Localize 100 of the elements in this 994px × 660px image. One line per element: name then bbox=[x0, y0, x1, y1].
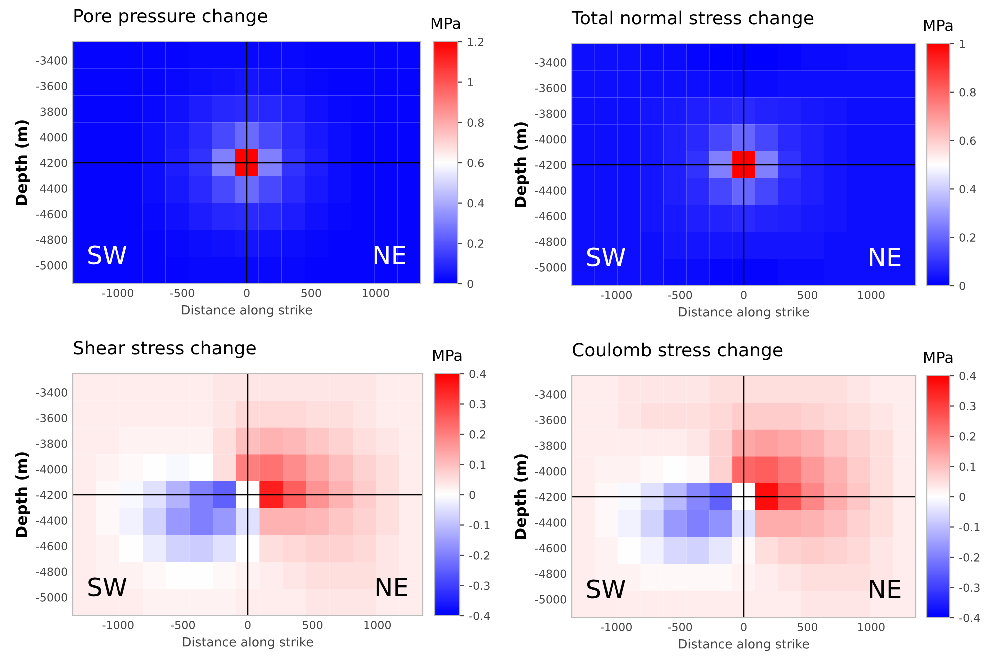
color-bar-label: -0.3 bbox=[470, 582, 490, 590]
y-tick-label: -4800 bbox=[36, 568, 68, 576]
x-tick-label: 1000 bbox=[858, 291, 885, 300]
color-bar-label: 0 bbox=[470, 490, 476, 500]
annotation: SW bbox=[587, 248, 626, 267]
color-bar-label: -0.3 bbox=[960, 584, 980, 592]
x-tick-label: 1000 bbox=[858, 623, 885, 632]
chart-title: Total normal stress change bbox=[572, 10, 814, 28]
color-bar-label: 0.4 bbox=[470, 370, 486, 378]
y-tick-label: -5000 bbox=[535, 263, 566, 272]
y-tick-label: -4800 bbox=[535, 570, 566, 578]
color-bar-label: 0.3 bbox=[470, 400, 486, 409]
y-tick-label: -3400 bbox=[535, 390, 566, 399]
y-tick-label: -5000 bbox=[36, 593, 68, 602]
color-bar-label: 0.1 bbox=[960, 462, 976, 472]
y-tick-label: -3400 bbox=[36, 388, 68, 397]
y-tick-label: -4600 bbox=[36, 542, 68, 551]
y-tick-label: -3800 bbox=[36, 440, 68, 448]
color-bar-label: -0.4 bbox=[470, 612, 490, 620]
x-tick-label: -500 bbox=[668, 291, 692, 300]
x-axis-title: Distance along strike bbox=[182, 305, 312, 318]
color-bar-title: MPa bbox=[433, 350, 462, 362]
color-bar-title: MPa bbox=[924, 20, 953, 32]
y-tick-label: -4400 bbox=[36, 516, 68, 525]
color-bar-label: 0.8 bbox=[960, 88, 976, 97]
y-tick-label: -4600 bbox=[535, 212, 566, 221]
x-axis-title: Distance along strike bbox=[679, 639, 810, 652]
y-axis-title: Depth (m) bbox=[16, 120, 30, 206]
x-tick-label: 0 bbox=[741, 291, 747, 300]
color-bar-label: -0.1 bbox=[960, 523, 980, 532]
chart-title: Shear stress change bbox=[74, 340, 256, 358]
color-bar-label: 0.8 bbox=[468, 118, 484, 128]
color-bar-label: 1 bbox=[468, 78, 474, 87]
annotation: NE bbox=[870, 580, 901, 598]
y-tick-label: -3800 bbox=[535, 110, 566, 118]
y-tick-label: -3800 bbox=[535, 442, 566, 450]
y-tick-label: 4200 bbox=[40, 158, 68, 168]
y-tick-label: -4800 bbox=[535, 238, 566, 246]
y-axis-title: Depth (m) bbox=[16, 452, 30, 538]
x-axis-title: Distance along strike bbox=[183, 637, 314, 650]
chart-title: Pore pressure change bbox=[74, 8, 268, 26]
y-tick-label: -3600 bbox=[36, 414, 68, 423]
annotation: NE bbox=[375, 246, 406, 264]
y-tick-label: -3400 bbox=[535, 58, 566, 67]
x-tick-label: 0 bbox=[244, 289, 250, 298]
y-tick-label: -4400 bbox=[535, 518, 566, 527]
color-bar-label: 0 bbox=[960, 282, 966, 290]
annotation: SW bbox=[88, 246, 127, 265]
y-tick-label: -4000 bbox=[535, 467, 566, 476]
x-tick-label: 0 bbox=[245, 621, 251, 630]
y-tick-label: -4200 bbox=[535, 492, 566, 502]
color-bar-label: 0.2 bbox=[470, 430, 486, 439]
y-tick-label: -3600 bbox=[36, 82, 68, 91]
x-tick-label: -1000 bbox=[102, 289, 134, 298]
color-bar-label: -0.2 bbox=[470, 551, 490, 560]
color-bar-label: 0.6 bbox=[468, 158, 484, 168]
color-bar-label: 0.2 bbox=[468, 240, 484, 248]
annotation: NE bbox=[376, 578, 408, 596]
y-tick-label: -5000 bbox=[36, 261, 68, 270]
x-tick-label: -1000 bbox=[102, 621, 134, 630]
y-tick-label: 4000 bbox=[40, 133, 68, 142]
y-tick-label: -4200 bbox=[36, 490, 68, 500]
color-bar-title: MPa bbox=[924, 352, 953, 364]
color-bar-label: 0 bbox=[468, 280, 474, 288]
x-tick-label: -1000 bbox=[600, 291, 632, 300]
x-tick-label: 500 bbox=[798, 623, 818, 632]
y-tick-label: -3600 bbox=[535, 84, 566, 93]
color-bar-label: -0.1 bbox=[470, 521, 490, 530]
color-bar-label: 0.1 bbox=[470, 460, 486, 470]
color-bar-label: 0.2 bbox=[960, 234, 976, 242]
y-tick-label: -4000 bbox=[36, 465, 68, 474]
x-tick-label: 1000 bbox=[364, 621, 392, 630]
x-tick-label: 500 bbox=[302, 289, 322, 298]
color-bar-label: 0.6 bbox=[960, 136, 976, 146]
y-tick-label: -4600 bbox=[36, 210, 68, 219]
color-bar-label: -0.4 bbox=[960, 614, 980, 622]
color-bar-label: 0.4 bbox=[468, 199, 484, 208]
color-bar-label: -0.2 bbox=[960, 553, 980, 562]
x-tick-label: 1000 bbox=[362, 289, 390, 298]
y-tick-label: -4400 bbox=[535, 186, 566, 195]
color-bar-label: 1.2 bbox=[468, 38, 484, 46]
color-bar-label: 0.2 bbox=[960, 432, 976, 441]
color-bar-label: 0.4 bbox=[960, 372, 976, 380]
color-bar-label: 0 bbox=[960, 492, 966, 502]
color-bar-title: MPa bbox=[432, 18, 460, 30]
y-axis-title: Depth (m) bbox=[514, 122, 530, 208]
annotation: SW bbox=[587, 580, 626, 599]
y-tick-label: -4200 bbox=[535, 160, 566, 170]
chart-title: Coulomb stress change bbox=[573, 342, 783, 360]
y-tick-label: -3400 bbox=[36, 56, 68, 65]
y-tick-label: -4600 bbox=[535, 544, 566, 553]
y-tick-label: 3800 bbox=[40, 108, 68, 116]
annotation: NE bbox=[870, 248, 901, 266]
y-tick-label: -3600 bbox=[535, 416, 566, 425]
x-axis-title: Distance along strike bbox=[679, 307, 810, 320]
color-bar-label: 1 bbox=[960, 40, 966, 48]
color-bar-label: 0.3 bbox=[960, 402, 976, 411]
x-tick-label: -1000 bbox=[600, 623, 632, 632]
x-tick-label: -500 bbox=[170, 289, 194, 298]
x-tick-label: -500 bbox=[171, 621, 196, 630]
